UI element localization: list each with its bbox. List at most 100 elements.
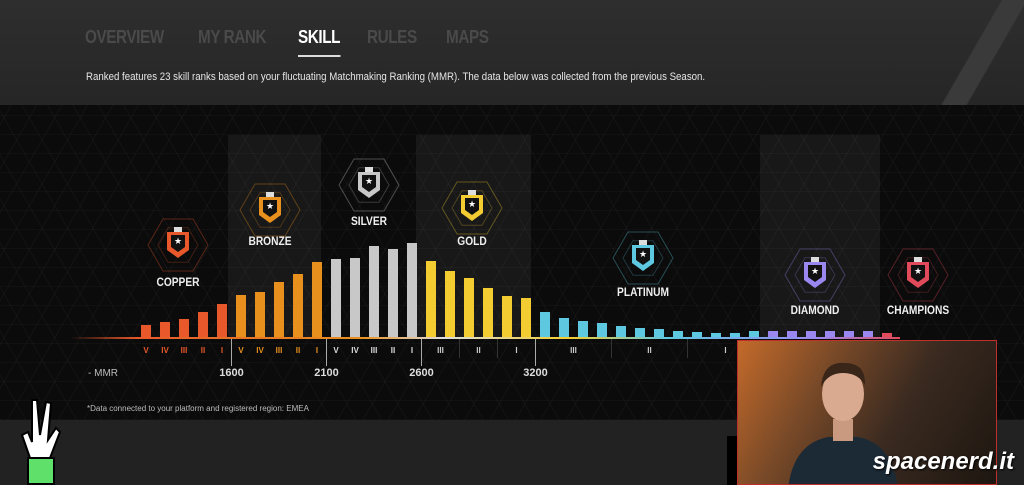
bar-bronze-5: [312, 262, 322, 337]
division-label: IV: [161, 346, 169, 355]
division-label: V: [238, 346, 244, 355]
bar-silver-5: [407, 243, 417, 337]
svg-text:★: ★: [174, 236, 182, 246]
bar-gold-5: [502, 296, 512, 337]
svg-text:★: ★: [914, 266, 922, 276]
division-label: III: [371, 346, 378, 355]
division-label: I: [411, 346, 413, 355]
bar-platinum-1: [540, 312, 550, 337]
division-label: II: [201, 346, 205, 355]
division-label: II: [296, 346, 300, 355]
bar-platinum-6: [635, 328, 645, 337]
tier-name-diamond: DIAMOND: [791, 304, 840, 317]
platinum-emblem-icon: ★: [612, 231, 674, 285]
hand-logo-icon: [20, 399, 62, 485]
division-label: V: [333, 346, 339, 355]
division-label: IV: [256, 346, 264, 355]
tier-name-gold: GOLD: [457, 235, 486, 248]
svg-text:★: ★: [468, 199, 476, 209]
bar-bronze-1: [236, 295, 246, 337]
mmr-tick-label: 1600: [219, 367, 243, 379]
bar-gold-1: [426, 261, 436, 337]
bar-champions-1: [882, 333, 892, 337]
description: Ranked features 23 skill ranks based on …: [86, 71, 706, 83]
bar-diamond-3: [806, 331, 816, 337]
bar-platinum-3: [578, 321, 588, 337]
bronze-emblem-icon: ★: [239, 183, 301, 237]
mmr-axis-label: - MMR: [88, 368, 118, 379]
bar-platinum-9: [692, 332, 702, 337]
tier-name-silver: SILVER: [351, 215, 387, 228]
bar-gold-4: [483, 288, 493, 337]
diamond-panel: [760, 135, 880, 337]
division-label: III: [181, 346, 188, 355]
division-label: IV: [351, 346, 359, 355]
svg-text:★: ★: [365, 176, 373, 186]
division-label: I: [515, 346, 517, 355]
chart-baseline: [70, 337, 900, 339]
bar-platinum-4: [597, 323, 607, 337]
tier-name-champions: CHAMPIONS: [887, 304, 949, 317]
tab-my-rank[interactable]: MY RANK: [197, 27, 267, 47]
bar-bronze-4: [293, 274, 303, 337]
gold-emblem-icon: ★: [441, 181, 503, 235]
bar-platinum-8: [673, 331, 683, 337]
division-label: III: [276, 346, 283, 355]
bar-platinum-11: [730, 333, 740, 337]
bar-bronze-3: [274, 282, 284, 337]
bar-copper-5: [217, 304, 227, 337]
bar-gold-2: [445, 271, 455, 337]
division-label: II: [647, 346, 651, 355]
bar-copper-3: [179, 319, 189, 337]
bar-diamond-5: [844, 331, 854, 337]
copper-emblem-icon: ★: [147, 218, 209, 272]
division-label: I: [316, 346, 318, 355]
bar-diamond-2: [787, 331, 797, 337]
bar-platinum-7: [654, 329, 664, 337]
tier-name-platinum: PLATINUM: [617, 286, 669, 299]
bar-silver-2: [350, 258, 360, 337]
division-label: II: [476, 346, 480, 355]
division-label: V: [143, 346, 149, 355]
bar-copper-4: [198, 312, 208, 337]
division-label: I: [724, 346, 726, 355]
bar-platinum-10: [711, 333, 721, 337]
presenter-video: [737, 340, 997, 485]
header-band: [0, 0, 1024, 105]
champions-emblem-icon: ★: [887, 248, 949, 302]
mmr-tick-label: 2100: [314, 367, 338, 379]
bar-gold-6: [521, 298, 531, 337]
bar-platinum-12: [749, 331, 759, 337]
division-label: III: [437, 346, 444, 355]
bar-bronze-2: [255, 292, 265, 337]
tab-overview[interactable]: OVERVIEW: [85, 27, 164, 47]
mmr-tick-label: 3200: [523, 367, 547, 379]
diamond-emblem-icon: ★: [784, 248, 846, 302]
bar-silver-1: [331, 259, 341, 337]
bar-platinum-2: [559, 318, 569, 337]
bar-copper-2: [160, 322, 170, 337]
bar-silver-3: [369, 246, 379, 337]
presenter-figure: [788, 362, 898, 484]
division-label: II: [391, 346, 395, 355]
bar-silver-4: [388, 249, 398, 337]
tier-name-bronze: BRONZE: [248, 235, 291, 248]
bar-gold-3: [464, 278, 474, 337]
tab-skill[interactable]: SKILL: [297, 27, 340, 57]
silver-emblem-icon: ★: [338, 158, 400, 212]
hex-background: [0, 105, 1024, 420]
tier-name-copper: COPPER: [156, 276, 199, 289]
watermark: spacenerd.it: [872, 448, 1014, 475]
svg-text:★: ★: [811, 266, 819, 276]
tab-rules[interactable]: RULES: [367, 27, 418, 47]
video-edge: [727, 436, 737, 485]
bar-copper-1: [141, 325, 151, 337]
svg-text:★: ★: [639, 249, 647, 259]
bar-diamond-6: [863, 331, 873, 337]
tab-maps[interactable]: MAPS: [445, 27, 489, 47]
division-label: III: [570, 346, 577, 355]
bar-platinum-5: [616, 326, 626, 337]
footnote: *Data connected to your platform and reg…: [87, 404, 309, 413]
mmr-tick-label: 2600: [409, 367, 433, 379]
